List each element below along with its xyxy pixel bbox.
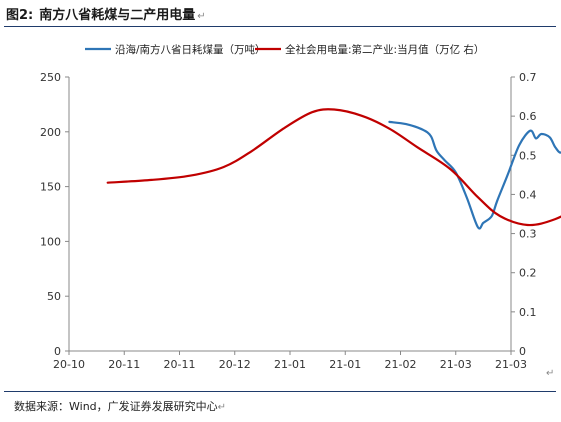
title-divider xyxy=(4,26,556,27)
x-tick-label: 21-02 xyxy=(385,358,417,371)
source-divider xyxy=(4,391,556,392)
figure-title-row: 图2: 南方八省耗煤与二产用电量 ↵ xyxy=(6,4,554,24)
y-left-tick-label: 250 xyxy=(40,71,61,84)
y-right-tick-label: 0.7 xyxy=(519,71,537,84)
y-left-tick-label: 100 xyxy=(40,235,61,248)
figure-title: 南方八省耗煤与二产用电量 xyxy=(39,8,196,23)
legend-label-2: 全社会用电量:第二产业:当月值（万亿 右） xyxy=(285,43,484,56)
chart-axes: 0 50 100 150 200 250 0 0.1 0.2 0.3 0.4 0.5 0.6 0.7 20-… xyxy=(40,71,537,371)
paragraph-mark-icon: ↵ xyxy=(217,402,227,413)
figure-source-text: 数据来源：Wind，广发证券发展研究中心 xyxy=(14,400,218,413)
series-line-2 xyxy=(106,108,561,227)
y-right-tick-label: 0.6 xyxy=(519,110,537,123)
x-tick-label: 21-01 xyxy=(274,358,306,371)
x-tick-label: 21-01 xyxy=(329,358,361,371)
y-right-tick-label: 0.3 xyxy=(519,228,537,241)
figure-number: 图2: xyxy=(6,8,34,23)
chart-series xyxy=(106,108,561,230)
x-tick-label: 20-12 xyxy=(219,358,251,371)
y-right-tick-label: 0.1 xyxy=(519,306,537,319)
y-left-tick-label: 200 xyxy=(40,126,61,139)
y-left-tick-label: 150 xyxy=(40,181,61,194)
y-right-tick-label: 0.4 xyxy=(519,188,537,201)
x-tick-label: 20-11 xyxy=(164,358,196,371)
x-tick-label: 20-10 xyxy=(53,358,85,371)
y-right-tick-label: 0 xyxy=(519,345,526,358)
y-left-tick-label: 0 xyxy=(54,345,61,358)
chart-legend: 沿海/南方八省日耗煤量（万吨） 全社会用电量:第二产业:当月值（万亿 右） xyxy=(85,43,484,56)
x-tick-label: 21-03 xyxy=(440,358,472,371)
x-tick-label: 21-03 xyxy=(495,358,527,371)
figure-source: 数据来源：Wind，广发证券发展研究中心↵ xyxy=(14,398,226,414)
y-left-tick-label: 50 xyxy=(47,290,61,303)
y-right-tick-label: 0.5 xyxy=(519,149,537,162)
paragraph-mark-icon: ↵ xyxy=(546,368,555,379)
y-right-tick-label: 0.2 xyxy=(519,267,537,280)
paragraph-mark-icon: ↵ xyxy=(197,11,206,22)
series-line-1 xyxy=(388,120,561,230)
legend-label-1: 沿海/南方八省日耗煤量（万吨） xyxy=(115,43,266,56)
x-tick-label: 20-11 xyxy=(108,358,140,371)
